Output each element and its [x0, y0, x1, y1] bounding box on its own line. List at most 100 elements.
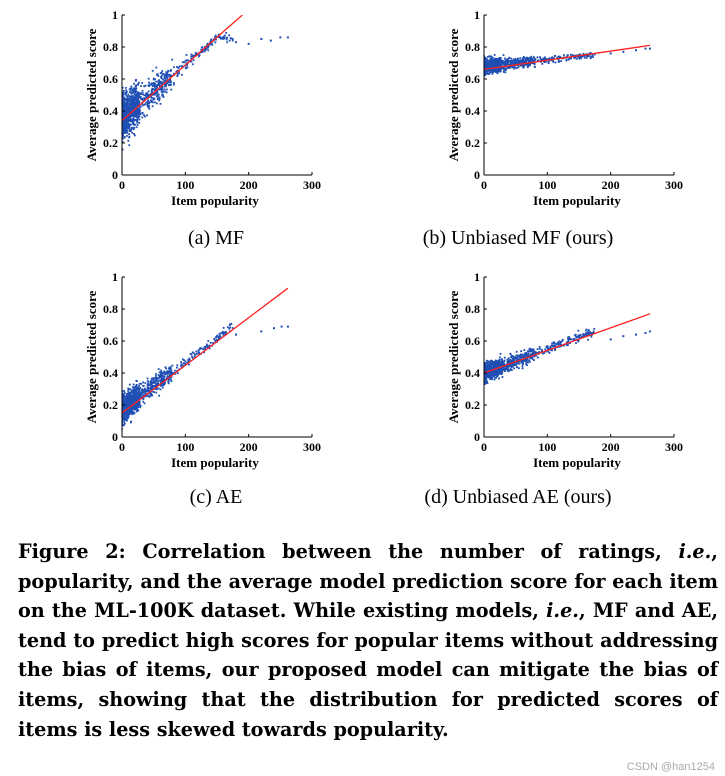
scatter-point — [130, 392, 133, 394]
scatter-point — [501, 371, 504, 373]
scatter-point — [126, 119, 129, 122]
scatter-point — [573, 338, 576, 340]
scatter-point — [217, 33, 220, 36]
scatter-point — [485, 364, 488, 367]
scatter-point — [579, 334, 581, 336]
scatter-point — [135, 95, 138, 98]
scatter-point — [514, 357, 517, 360]
scatter-point — [131, 105, 134, 107]
scatter-point — [126, 107, 128, 109]
scatter-point — [485, 70, 488, 73]
scatter-point — [566, 341, 568, 344]
scatter-point — [163, 371, 166, 374]
scatter-point — [185, 62, 188, 65]
figure-caption: Figure 2: Correlation between the number… — [18, 537, 718, 744]
scatter-point — [190, 57, 193, 60]
scatter-point — [491, 367, 494, 370]
scatter-point — [131, 410, 134, 413]
scatter-point — [134, 87, 137, 90]
scatter-point — [551, 56, 553, 59]
outlier-point — [609, 338, 612, 341]
scatter-point — [138, 387, 141, 390]
scatter-point — [198, 54, 201, 57]
scatter-point — [123, 136, 126, 139]
scatter-point — [124, 118, 126, 121]
scatter-point — [508, 361, 511, 364]
scatter-point — [124, 122, 127, 125]
scatter-point — [122, 95, 124, 97]
scatter-point — [489, 378, 492, 381]
scatter-point — [148, 102, 151, 105]
scatter-point — [126, 400, 129, 403]
scatter-point — [130, 101, 133, 104]
scatter-point — [132, 108, 135, 111]
scatter-point — [160, 89, 163, 91]
scatter-point — [130, 389, 133, 392]
scatter-point — [148, 396, 151, 398]
scatter-point — [130, 99, 133, 102]
scatter-point — [534, 58, 537, 60]
scatter-point — [134, 105, 136, 108]
scatter-point — [538, 346, 541, 348]
scatter-point — [223, 37, 226, 40]
scatter-point — [576, 336, 579, 338]
scatter-point — [225, 38, 228, 41]
scatter-point — [526, 354, 529, 357]
scatter-point — [151, 394, 154, 397]
scatter-point — [152, 378, 155, 381]
scatter-point — [125, 104, 128, 107]
scatter-point — [545, 57, 548, 60]
scatter-point — [128, 110, 131, 113]
scatter-point — [509, 353, 512, 356]
scatter-point — [529, 58, 532, 61]
scatter-point — [530, 348, 532, 351]
scatter-point — [211, 43, 214, 46]
scatter-point — [132, 396, 135, 399]
scatter-point — [525, 363, 527, 365]
y-axis-title: Average predicted score — [446, 290, 461, 423]
scatter-point — [512, 355, 515, 358]
scatter-point — [137, 93, 140, 96]
scatter-point — [123, 389, 125, 392]
scatter-point — [488, 69, 490, 72]
scatter-point — [137, 406, 140, 408]
scatter-point — [129, 401, 132, 403]
scatter-point — [131, 113, 134, 116]
scatter-point — [161, 384, 164, 387]
scatter-point — [126, 100, 129, 103]
scatter-point — [152, 88, 155, 91]
scatter-point — [128, 107, 130, 110]
scatter-point — [589, 331, 591, 333]
scatter-point — [503, 359, 506, 362]
scatter-point — [124, 120, 126, 123]
scatter-point — [143, 391, 145, 394]
scatter-point — [161, 379, 163, 381]
scatter-point — [148, 81, 150, 84]
scatter-point — [160, 91, 163, 93]
scatter-points — [484, 47, 651, 77]
scatter-point — [200, 46, 203, 49]
scatter-point — [146, 380, 149, 383]
scatter-point — [525, 63, 528, 66]
scatter-point — [161, 86, 164, 89]
scatter-point — [576, 55, 579, 58]
scatter-point — [138, 109, 140, 112]
scatter-point — [502, 361, 504, 363]
scatter-point — [167, 371, 170, 374]
scatter-point — [484, 370, 486, 373]
scatter-point — [553, 57, 555, 60]
scatter-point — [486, 362, 488, 365]
scatter-point — [515, 354, 518, 357]
scatter-point — [132, 395, 134, 398]
scatter-point — [133, 401, 136, 404]
scatter-point — [126, 111, 128, 113]
scatter-point — [159, 380, 162, 382]
scatter-point — [146, 102, 149, 105]
scatter-point — [178, 72, 181, 75]
scatter-point — [512, 65, 514, 68]
scatter-point — [122, 401, 125, 404]
scatter-point — [585, 334, 588, 337]
scatter-point — [489, 374, 492, 377]
scatter-point — [593, 327, 596, 330]
